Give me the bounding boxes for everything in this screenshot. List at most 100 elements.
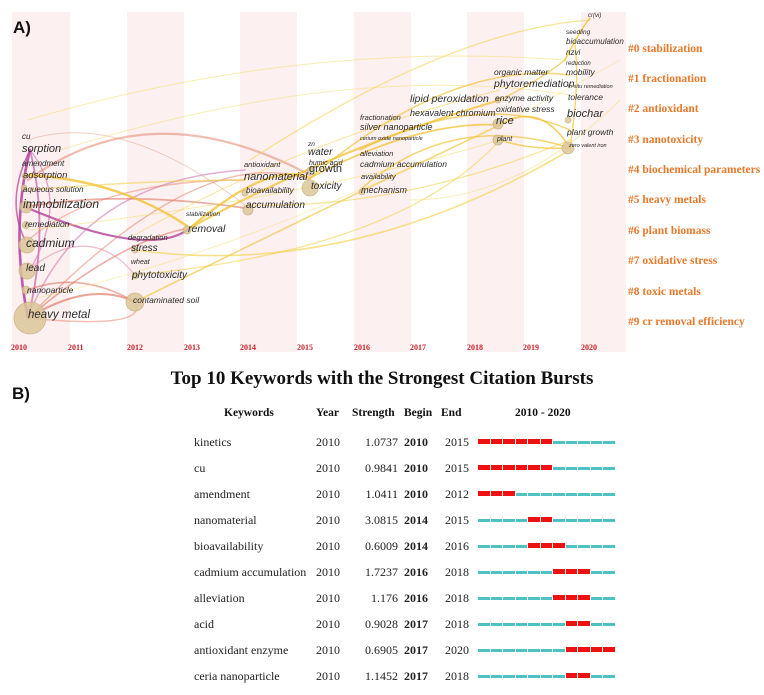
keyword-label: nanoparticle (27, 285, 74, 295)
cell-begin: 2010 (404, 461, 428, 475)
timeline-segment (590, 467, 602, 470)
header-begin: Begin (404, 407, 433, 419)
keyword-label: bioavailability (246, 186, 294, 195)
cell-end: 2018 (445, 617, 469, 631)
timeline-segment (590, 675, 602, 678)
timeline-segment (565, 467, 577, 470)
timeline-segment (578, 493, 590, 496)
keyword-label: mobility (566, 67, 595, 77)
keyword-label: cadmium accumulation (360, 159, 447, 169)
keyword-label: growth (309, 163, 343, 175)
timeline-segment (565, 493, 577, 496)
keyword-timeline-panel: A) cu sorption amendment adsorption aque… (11, 12, 760, 352)
keyword-label: aqueous solution (23, 185, 84, 194)
keyword-label: availability (361, 172, 396, 181)
keyword-label: nanomaterial (244, 171, 308, 183)
burst-table-title: Top 10 Keywords with the Strongest Citat… (170, 368, 594, 389)
timeline-segment (490, 571, 502, 574)
table-row: kinetics 2010 1.0737 2010 2015 (0, 435, 764, 461)
keyword-label: zn (308, 141, 315, 148)
timeline-segment (515, 649, 527, 652)
keyword-label: cerium oxide nanoparticle (360, 136, 423, 142)
keyword-label: lead (26, 263, 45, 274)
keyword-label: plant (497, 136, 513, 143)
timeline-segment (503, 519, 515, 522)
cluster-label-8: #8 toxic metals (628, 286, 701, 298)
table-row: alleviation 2010 1.176 2016 2018 (0, 591, 764, 617)
year-tick: 2010 (11, 343, 27, 352)
timeline-segment (515, 623, 527, 626)
timeline-segment (478, 597, 490, 600)
cell-keyword: kinetics (194, 435, 232, 449)
year-tick: 2019 (523, 343, 539, 352)
cluster-label-9: #9 cr removal efficiency (628, 316, 745, 328)
burst-segment (553, 595, 565, 600)
cell-end: 2015 (445, 435, 469, 449)
timeline-segment (565, 519, 577, 522)
cluster-label-0: #0 stabilization (628, 43, 703, 55)
cell-end: 2016 (445, 539, 469, 553)
keyword-label: reduction (566, 61, 591, 67)
keyword-label: removal (188, 223, 226, 235)
burst-segment (578, 647, 590, 652)
cell-year: 2010 (316, 617, 340, 631)
timeline-segment (603, 467, 615, 470)
timeline-network-graphic (12, 12, 626, 352)
timeline-segment (590, 571, 602, 574)
timeline-segment (553, 519, 565, 522)
keyword-label: tolerance (568, 92, 603, 102)
timeline-segment (553, 675, 565, 678)
keyword-label: biochar (567, 108, 604, 120)
keyword-label: humic acid (309, 160, 343, 167)
cell-strength: 1.176 (371, 591, 398, 605)
cell-end: 2020 (445, 643, 469, 657)
table-row: bioavailability 2010 0.6009 2014 2016 (0, 539, 764, 565)
cell-end: 2012 (445, 487, 469, 501)
timeline-segment (603, 597, 615, 600)
burst-segment (528, 517, 540, 522)
timeline-segment (528, 623, 540, 626)
timeline-segment (528, 493, 540, 496)
keyword-label: seedling (566, 29, 591, 36)
keyword-label: mechanism (361, 185, 408, 195)
cell-year: 2010 (316, 435, 340, 449)
cell-end: 2015 (445, 461, 469, 475)
header-keywords: Keywords (224, 407, 274, 419)
cell-keyword: cadmium accumulation (194, 565, 307, 579)
timeline-segment (590, 623, 602, 626)
burst-segment (553, 543, 565, 548)
burst-segment (565, 569, 577, 574)
keyword-label: organic matter (494, 67, 549, 77)
cell-year: 2010 (316, 669, 340, 683)
cell-end: 2018 (445, 565, 469, 579)
keyword-label: hexavalent chromium (410, 108, 496, 118)
burst-segment (528, 465, 540, 470)
keyword-label: cu (22, 132, 31, 141)
cell-begin: 2010 (404, 435, 428, 449)
timeline-segment (603, 441, 615, 444)
timeline-segment (603, 519, 615, 522)
burst-segment (490, 439, 502, 444)
cell-strength: 3.0815 (365, 513, 398, 527)
timeline-segment (540, 571, 552, 574)
keyword-label: stress (131, 243, 158, 254)
keyword-label: alleviation (360, 149, 394, 158)
timeline-segment (540, 597, 552, 600)
keyword-label: nzvi (566, 48, 581, 57)
cell-strength: 1.0737 (365, 435, 398, 449)
cluster-label-3: #3 nanotoxicity (628, 134, 704, 146)
timeline-segment (515, 519, 527, 522)
keyword-nodes (13, 96, 575, 335)
keyword-label: sorption (22, 143, 62, 155)
burst-segment (540, 517, 552, 522)
timeline-segment (528, 571, 540, 574)
timeline-segment (515, 493, 527, 496)
cell-begin: 2016 (404, 591, 428, 605)
panel-a-label: A) (13, 18, 31, 37)
burst-segment (478, 465, 490, 470)
timeline-segment (490, 519, 502, 522)
timeline-segment (603, 675, 615, 678)
burst-segment (490, 491, 502, 496)
cell-year: 2010 (316, 513, 340, 527)
cell-keyword: amendment (194, 487, 250, 501)
